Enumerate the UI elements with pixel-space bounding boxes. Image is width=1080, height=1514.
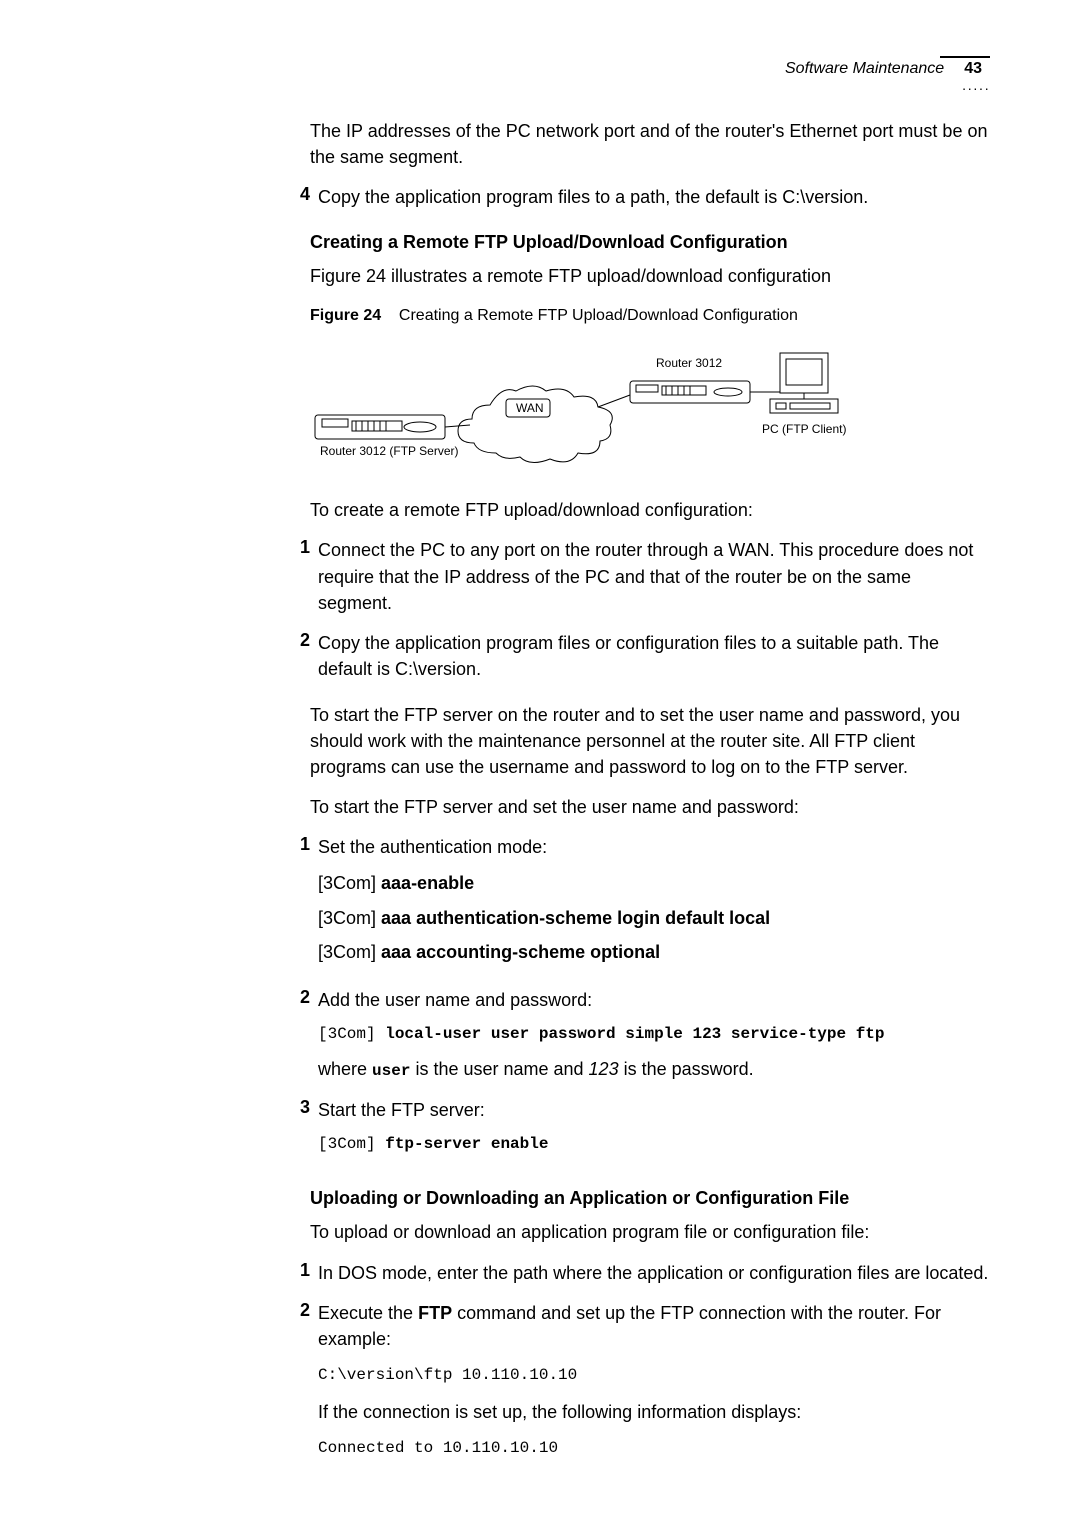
figure-caption: Figure 24 Creating a Remote FTP Upload/D… <box>310 307 990 325</box>
section-title-remote-ftp: Creating a Remote FTP Upload/Download Co… <box>310 232 990 253</box>
list3-2-after: If the connection is set up, the followi… <box>318 1399 990 1425</box>
step-number: 1 <box>280 834 318 855</box>
step-number: 4 <box>280 184 318 205</box>
list3-body-2: Execute the FTP command and set up the F… <box>318 1300 990 1461</box>
list1-item-2: 2 Copy the application program files or … <box>310 630 990 682</box>
step-number: 1 <box>280 1260 318 1281</box>
list1-item-1: 1 Connect the PC to any port on the rout… <box>310 537 990 615</box>
ftp-paragraph-2: To start the FTP server and set the user… <box>310 794 990 820</box>
cmd-aaa-acct: [3Com] aaa accounting-scheme optional <box>318 939 990 965</box>
section-title-upload-download: Uploading or Downloading an Application … <box>310 1188 990 1209</box>
cmd-ftp-connect: C:\version\ftp 10.110.10.10 <box>318 1364 990 1387</box>
ftp-paragraph-1: To start the FTP server on the router an… <box>310 702 990 780</box>
upload-download-lead: To upload or download an application pro… <box>310 1219 990 1245</box>
step-number: 2 <box>280 987 318 1008</box>
figure-caption-text: Creating a Remote FTP Upload/Download Co… <box>399 307 798 324</box>
diagram-left-router-label: Router 3012 (FTP Server) <box>320 444 459 458</box>
figure-lead: Figure 24 illustrates a remote FTP uploa… <box>310 263 990 289</box>
cmd-connected: Connected to 10.110.10.10 <box>318 1437 990 1460</box>
cmd-aaa-auth: [3Com] aaa authentication-scheme login d… <box>318 905 990 931</box>
step-4-text: Copy the application program files to a … <box>318 184 990 210</box>
page-header: Software Maintenance 43 ····· <box>90 60 990 78</box>
list3-text-1: In DOS mode, enter the path where the ap… <box>318 1260 990 1286</box>
cmd-ftp-server-enable: [3Com] ftp-server enable <box>318 1133 990 1156</box>
list2-3-text: Start the FTP server: <box>318 1097 990 1123</box>
list2-body-3: Start the FTP server: [3Com] ftp-server … <box>318 1097 990 1166</box>
diagram-wan-label: WAN <box>516 401 544 415</box>
list2-2-where: where user is the user name and 123 is t… <box>318 1056 990 1083</box>
step-number: 2 <box>280 630 318 651</box>
step-number: 1 <box>280 537 318 558</box>
header-dots-icon: ····· <box>962 80 990 96</box>
figure-24-diagram: Router 3012 (FTP Server) WAN <box>310 337 990 477</box>
list1-text-2: Copy the application program files or co… <box>318 630 990 682</box>
list2-item-3: 3 Start the FTP server: [3Com] ftp-serve… <box>310 1097 990 1166</box>
list3-item-2: 2 Execute the FTP command and set up the… <box>310 1300 990 1461</box>
list2-body-2: Add the user name and password: [3Com] l… <box>318 987 990 1083</box>
header-section: Software Maintenance <box>785 60 944 78</box>
cmd-local-user: [3Com] local-user user password simple 1… <box>318 1023 990 1046</box>
diagram-right-router-label: Router 3012 <box>656 356 722 370</box>
intro-paragraph: The IP addresses of the PC network port … <box>310 118 990 170</box>
figure-label: Figure 24 <box>310 307 381 324</box>
create-config-lead: To create a remote FTP upload/download c… <box>310 497 990 523</box>
list2-1-text: Set the authentication mode: <box>318 834 990 860</box>
list2-item-2: 2 Add the user name and password: [3Com]… <box>310 987 990 1083</box>
step-number: 3 <box>280 1097 318 1118</box>
content-column: The IP addresses of the PC network port … <box>310 118 990 1460</box>
list3-item-1: 1 In DOS mode, enter the path where the … <box>310 1260 990 1286</box>
list1-text-1: Connect the PC to any port on the router… <box>318 537 990 615</box>
page-number: 43 <box>964 60 982 78</box>
header-rule <box>940 56 990 58</box>
step-4-row: 4 Copy the application program files to … <box>310 184 990 210</box>
list2-item-1: 1 Set the authentication mode: [3Com] aa… <box>310 834 990 972</box>
step-number: 2 <box>280 1300 318 1321</box>
list2-2-text: Add the user name and password: <box>318 987 990 1013</box>
cmd-aaa-enable: [3Com] aaa-enable <box>318 870 990 896</box>
list2-body-1: Set the authentication mode: [3Com] aaa-… <box>318 834 990 972</box>
diagram-pc-label: PC (FTP Client) <box>762 422 846 436</box>
